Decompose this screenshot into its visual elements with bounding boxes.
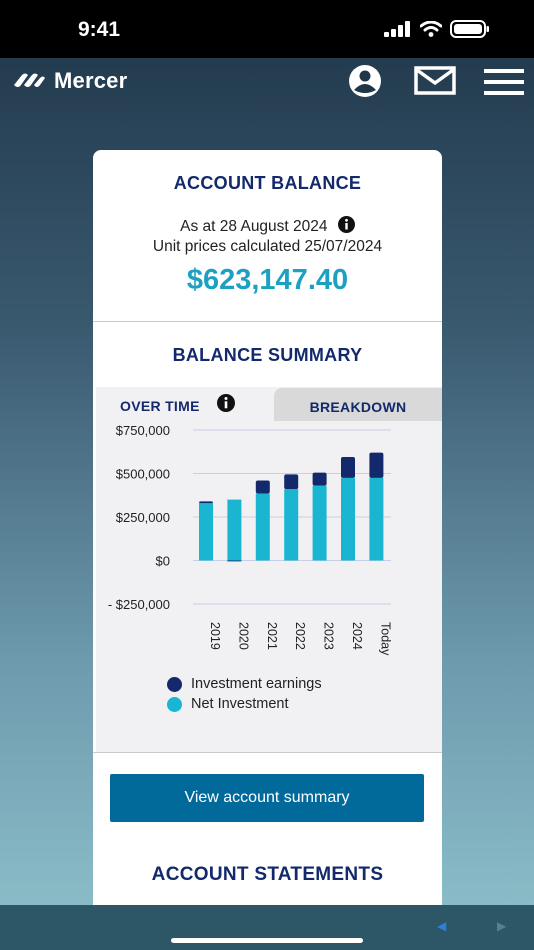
- profile-icon: [349, 65, 381, 97]
- legend-label: Investment earnings: [191, 676, 322, 692]
- y-tick-label: $250,000: [116, 510, 170, 525]
- y-tick-label: - $250,000: [108, 597, 170, 612]
- y-tick-label: $750,000: [116, 423, 170, 438]
- balance-summary-title: BALANCE SUMMARY: [172, 345, 363, 365]
- battery-icon: [450, 20, 489, 38]
- as-at-date: As at 28 August 2024: [180, 218, 328, 235]
- x-tick-label: 2019: [208, 622, 222, 650]
- signal-icon: [384, 21, 410, 37]
- tab-breakdown[interactable]: BREAKDOWN: [274, 388, 442, 421]
- status-icons: [384, 20, 490, 38]
- status-time: 9:41: [78, 18, 121, 41]
- bar-investment-earnings: [227, 560, 242, 562]
- x-tick-label: Today: [378, 622, 392, 656]
- divider: [93, 752, 442, 753]
- legend-item-net-investment: Net Investment: [167, 696, 289, 712]
- as-at-line: As at 28 August 2024: [93, 216, 442, 238]
- x-tick-label: 2020: [236, 622, 250, 650]
- brand-name: Mercer: [54, 68, 128, 93]
- legend-swatch: [167, 696, 182, 712]
- tab-over-time[interactable]: OVER TIME: [96, 387, 261, 420]
- x-tick-label: 2024: [350, 622, 364, 650]
- bar-investment-earnings: [341, 456, 355, 478]
- view-account-summary-button[interactable]: View account summary: [110, 774, 424, 822]
- account-card: ACCOUNT BALANCE As at 28 August 2024 Uni…: [93, 150, 442, 910]
- unit-prices-date: Unit prices calculated 25/07/2024: [152, 238, 383, 255]
- mercer-logo-icon: [14, 73, 45, 87]
- bar-net-investment: [284, 489, 299, 561]
- profile-button[interactable]: [345, 64, 385, 103]
- bar-investment-earnings: [199, 501, 213, 504]
- app-header: Mercer: [0, 58, 534, 108]
- bar-investment-earnings: [255, 480, 270, 494]
- brand-logo[interactable]: Mercer: [12, 68, 127, 94]
- menu-icon: [484, 69, 524, 95]
- bar-net-investment: [341, 477, 355, 561]
- bottom-toolbar: ◀ ▶: [0, 905, 534, 950]
- bar-investment-earnings: [312, 472, 327, 486]
- tab-breakdown-label: BREAKDOWN: [309, 399, 407, 415]
- x-tick-label: 2022: [293, 622, 307, 650]
- y-tick-label: $500,000: [116, 467, 170, 482]
- bar-net-investment: [369, 477, 384, 561]
- bar-net-investment: [255, 493, 270, 561]
- legend-item-investment-earnings: Investment earnings: [167, 676, 322, 692]
- wifi-icon: [420, 21, 442, 37]
- x-tick-label: 2023: [322, 622, 336, 650]
- tab-over-time-label: OVER TIME: [120, 398, 200, 414]
- x-tick-label: 2021: [265, 622, 279, 650]
- mail-button[interactable]: [414, 66, 456, 101]
- account-balance-title: ACCOUNT BALANCE: [173, 173, 362, 193]
- balance-chart: $750,000 $500,000 $250,000 $0 - $250,000 2019…: [108, 423, 393, 656]
- legend-swatch: [167, 676, 182, 692]
- legend-label: Net Investment: [191, 696, 289, 712]
- balance-amount: $623,147.40: [186, 264, 349, 296]
- bar-net-investment: [227, 499, 242, 561]
- y-tick-label: $0: [156, 554, 170, 569]
- menu-button[interactable]: [484, 68, 526, 101]
- mail-icon: [414, 66, 456, 95]
- bar-investment-earnings: [369, 452, 384, 478]
- status-bar: 9:41: [0, 0, 534, 58]
- bar-net-investment: [312, 485, 327, 561]
- back-arrow-icon[interactable]: ◀: [437, 919, 447, 933]
- home-indicator[interactable]: [171, 938, 363, 943]
- divider: [93, 321, 442, 322]
- account-statements-title: ACCOUNT STATEMENTS: [151, 864, 384, 885]
- forward-arrow-icon[interactable]: ▶: [497, 919, 507, 933]
- chart-panel: [96, 387, 442, 752]
- bar-investment-earnings: [284, 474, 299, 490]
- bar-net-investment: [199, 503, 213, 561]
- info-icon[interactable]: [337, 216, 355, 238]
- info-icon[interactable]: [217, 394, 235, 417]
